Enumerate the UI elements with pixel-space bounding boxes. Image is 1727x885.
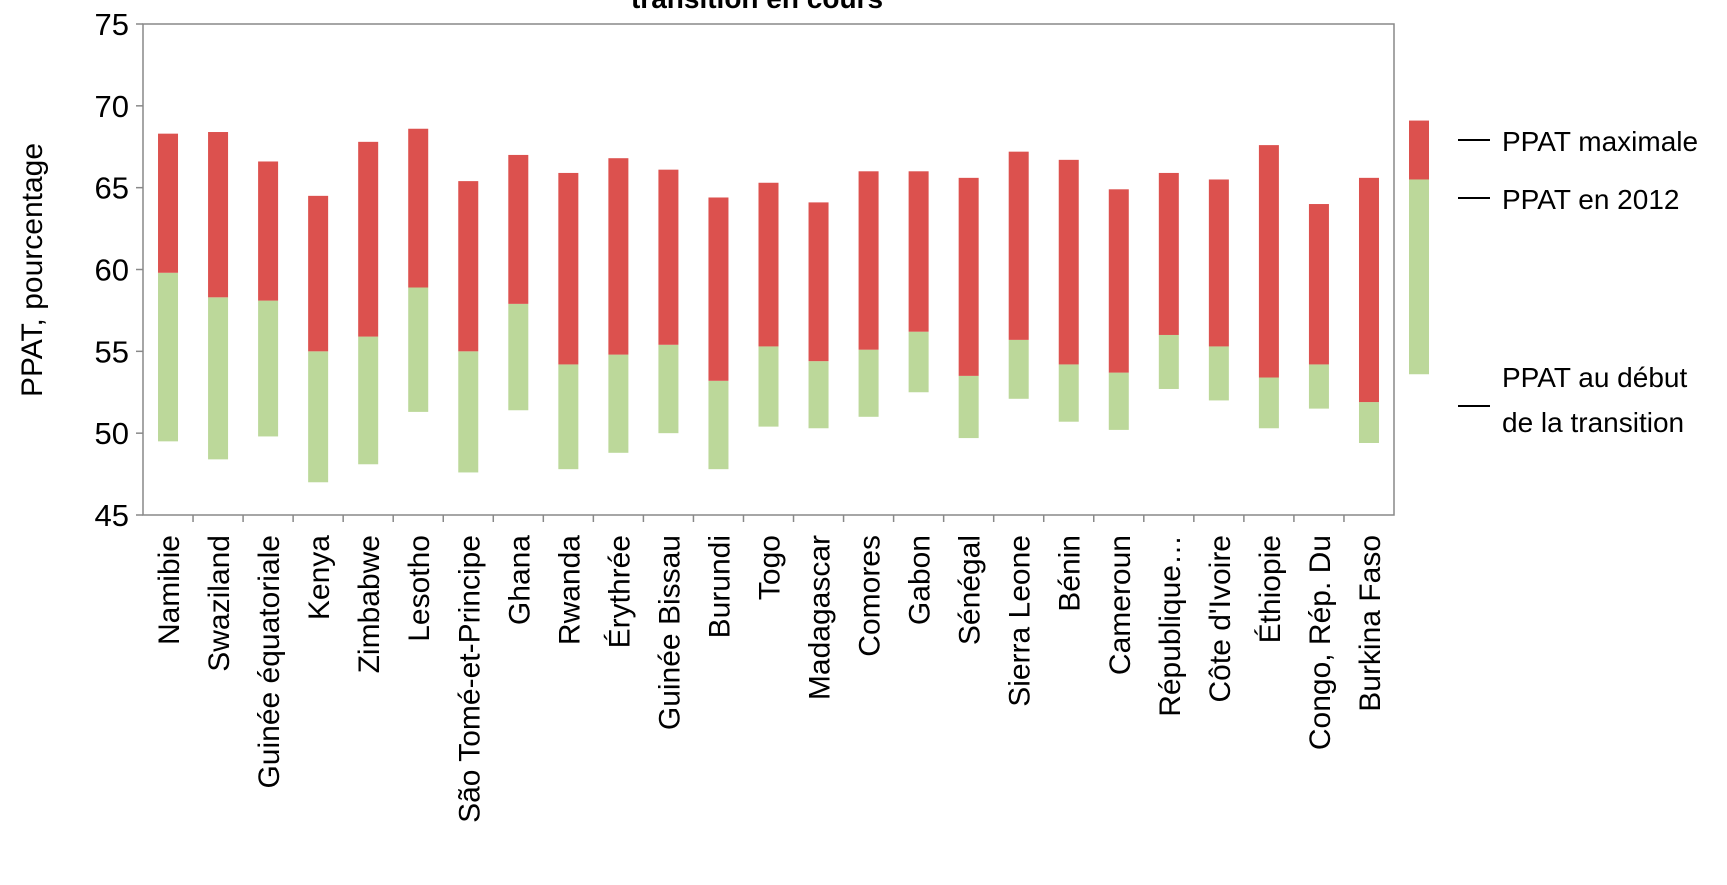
bar-2012-to-max bbox=[658, 169, 679, 345]
bar-2012-to-max bbox=[208, 132, 229, 298]
bar-2012-to-max bbox=[1008, 151, 1029, 340]
bar-2012-to-max bbox=[708, 197, 729, 381]
bar-start-to-2012 bbox=[508, 303, 529, 411]
bar-start-to-2012 bbox=[858, 349, 879, 417]
x-category-label: Érythrée bbox=[603, 535, 636, 648]
legend-max-label: PPAT maximale bbox=[1502, 126, 1698, 157]
x-category-label: Madagascar bbox=[804, 535, 837, 700]
legend-current-label: PPAT en 2012 bbox=[1502, 184, 1679, 215]
x-category-label: Burkina Faso bbox=[1354, 535, 1387, 712]
bar-2012-to-max bbox=[158, 133, 179, 273]
bar-start-to-2012 bbox=[408, 287, 429, 412]
y-tick-label: 65 bbox=[95, 171, 129, 206]
bar-2012-to-max bbox=[608, 158, 629, 355]
x-category-label: Congo, Rép. Du bbox=[1304, 535, 1337, 750]
x-category-label: Sénégal bbox=[954, 535, 987, 645]
bar-2012-to-max bbox=[958, 177, 979, 376]
bar-start-to-2012 bbox=[708, 380, 729, 470]
y-tick-label: 60 bbox=[95, 253, 129, 288]
x-category-label: Cameroun bbox=[1104, 535, 1137, 675]
bar-start-to-2012 bbox=[958, 375, 979, 439]
bar-2012-to-max bbox=[508, 154, 529, 304]
x-category-label: Namibie bbox=[153, 535, 186, 645]
bar-2012-to-max bbox=[1158, 172, 1179, 335]
bar-2012-to-max bbox=[1208, 179, 1229, 347]
x-category-label: Côte d'Ivoire bbox=[1204, 535, 1237, 702]
y-tick-label: 70 bbox=[95, 89, 129, 124]
bar-2012-to-max bbox=[1358, 177, 1379, 403]
y-axis-label: PPAT, pourcentage bbox=[16, 143, 49, 397]
plot-frame bbox=[142, 23, 1395, 516]
y-tick-label: 55 bbox=[95, 334, 129, 369]
x-category-label: Lesotho bbox=[403, 535, 436, 642]
bars bbox=[158, 128, 1379, 483]
x-category-label: Gabon bbox=[904, 535, 937, 625]
x-category-label: Togo bbox=[754, 535, 787, 600]
x-category-label: Rwanda bbox=[553, 535, 586, 645]
legend-start-label-line1: PPAT au début bbox=[1502, 362, 1687, 393]
x-category-label: Sierra Leone bbox=[1004, 535, 1037, 707]
bar-2012-to-max bbox=[908, 171, 929, 332]
bar-start-to-2012 bbox=[1208, 346, 1229, 401]
bar-2012-to-max bbox=[808, 202, 829, 362]
bar-start-to-2012 bbox=[1358, 402, 1379, 443]
x-category-label: Guinée équatoriale bbox=[253, 535, 286, 789]
bar-2012-to-max bbox=[1108, 189, 1129, 373]
x-category-label: Bénin bbox=[1054, 535, 1087, 612]
x-category-label: Burundi bbox=[703, 535, 736, 638]
bar-start-to-2012 bbox=[258, 300, 279, 437]
bar-2012-to-max bbox=[758, 182, 779, 347]
y-tick-label: 45 bbox=[95, 498, 129, 533]
bar-start-to-2012 bbox=[608, 354, 629, 453]
legend-max-bar bbox=[1409, 120, 1429, 180]
x-category-label: Ghana bbox=[503, 535, 536, 625]
x-category-label: São Tomé-et-Principe bbox=[453, 535, 486, 823]
x-category-label: Kenya bbox=[303, 535, 336, 620]
x-category-label: Éthiopie bbox=[1254, 535, 1287, 643]
bar-2012-to-max bbox=[558, 172, 579, 365]
bar-start-to-2012 bbox=[1008, 339, 1029, 399]
x-category-label: République… bbox=[1154, 535, 1187, 717]
bar-start-to-2012 bbox=[808, 361, 829, 429]
bar-start-to-2012 bbox=[558, 364, 579, 470]
y-tick-label: 50 bbox=[95, 416, 129, 451]
x-category-label: Guinée Bissau bbox=[653, 535, 686, 730]
bar-2012-to-max bbox=[1058, 159, 1079, 365]
x-category-label: Swaziland bbox=[203, 535, 236, 672]
bar-start-to-2012 bbox=[358, 336, 379, 465]
bar-2012-to-max bbox=[408, 128, 429, 288]
bar-start-to-2012 bbox=[908, 331, 929, 393]
bar-2012-to-max bbox=[458, 181, 479, 352]
x-category-label: Comores bbox=[854, 535, 887, 657]
bar-start-to-2012 bbox=[1108, 372, 1129, 430]
bar-2012-to-max bbox=[1308, 204, 1329, 365]
bar-start-to-2012 bbox=[158, 272, 179, 442]
bar-start-to-2012 bbox=[1308, 364, 1329, 409]
bar-start-to-2012 bbox=[1058, 364, 1079, 422]
chart-title: transition en cours bbox=[631, 0, 883, 14]
bar-start-to-2012 bbox=[658, 344, 679, 434]
bar-start-to-2012 bbox=[1158, 334, 1179, 389]
bar-2012-to-max bbox=[1258, 145, 1279, 378]
x-category-label: Zimbabwe bbox=[353, 535, 386, 673]
bar-start-to-2012 bbox=[208, 297, 229, 460]
legend-start-bar bbox=[1409, 179, 1429, 375]
bar-start-to-2012 bbox=[758, 346, 779, 427]
legend-start-label-line2: de la transition bbox=[1502, 407, 1684, 438]
y-axis-ticks: 45 50 55 60 65 70 75 bbox=[95, 7, 143, 533]
bar-2012-to-max bbox=[358, 141, 379, 337]
bar-2012-to-max bbox=[308, 195, 329, 352]
legend: PPAT maximale PPAT en 2012 PPAT au début… bbox=[1409, 120, 1698, 438]
y-tick-label: 75 bbox=[95, 7, 129, 42]
bar-start-to-2012 bbox=[458, 351, 479, 473]
bar-start-to-2012 bbox=[308, 351, 329, 483]
bar-2012-to-max bbox=[858, 171, 879, 350]
bar-2012-to-max bbox=[258, 161, 279, 301]
x-axis-categories: Namibie Swaziland Guinée équatoriale Kenya Z… bbox=[153, 515, 1387, 823]
bar-start-to-2012 bbox=[1258, 377, 1279, 429]
